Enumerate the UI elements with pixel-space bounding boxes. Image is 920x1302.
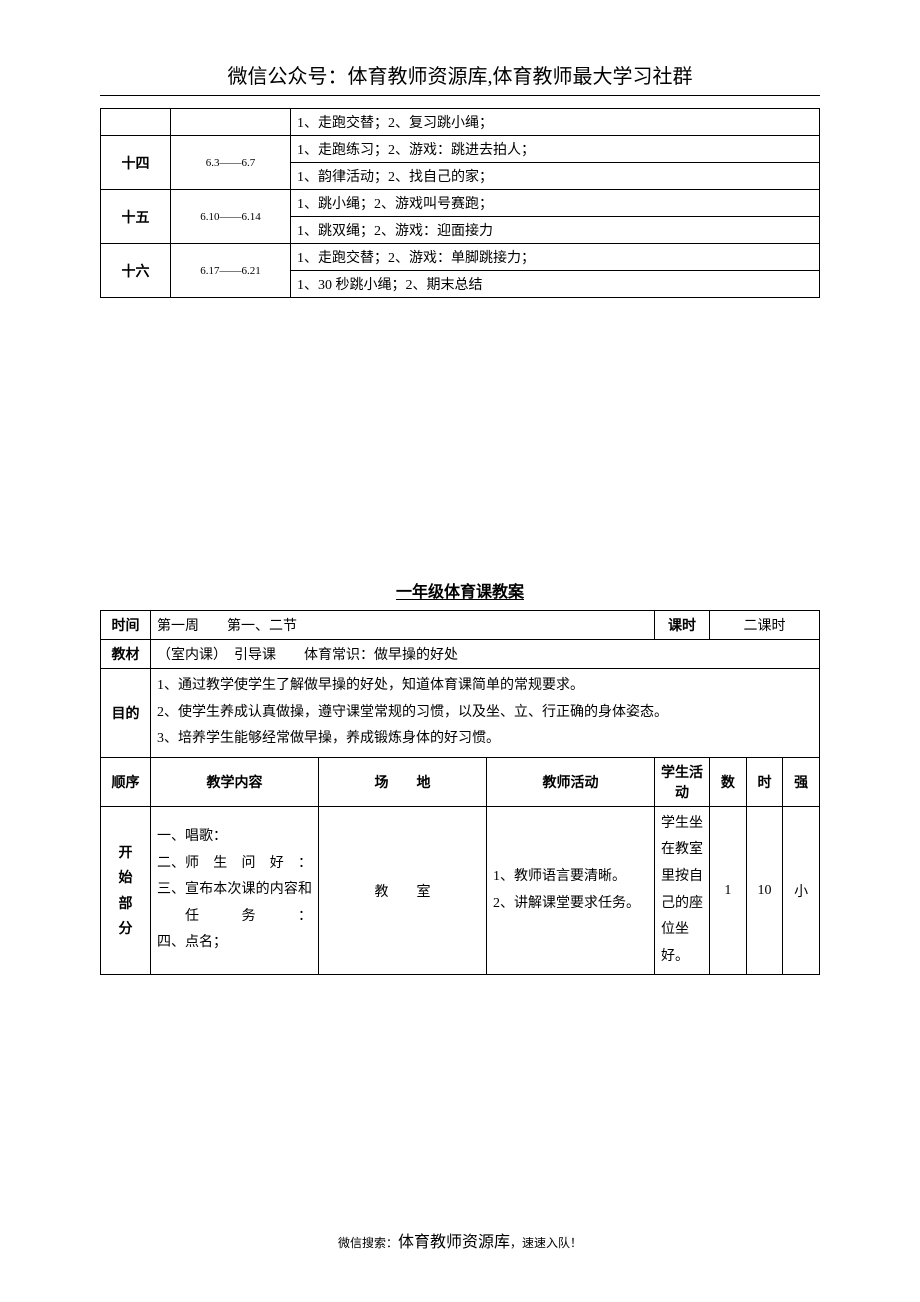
footer-name: 体育教师资源库 bbox=[398, 1234, 510, 1251]
content-cell: 1、跳双绳；2、游戏：迎面接力 bbox=[291, 217, 820, 244]
student-header: 学生活动 bbox=[655, 757, 710, 806]
content-cell: 1、跳小绳；2、游戏叫号赛跑； bbox=[291, 190, 820, 217]
shi-cell: 10 bbox=[746, 806, 783, 975]
schedule-row: 十六 6.17——6.21 1、走跑交替；2、游戏：单脚跳接力； bbox=[101, 244, 820, 271]
lesson-material-row: 教材 （室内课） 引导课 体育常识：做早操的好处 bbox=[101, 640, 820, 669]
content-cell: 1、走跑练习；2、游戏：跳进去拍人； bbox=[291, 136, 820, 163]
lesson-section-title: 一年级体育课教案 bbox=[100, 578, 820, 602]
order-header: 顺序 bbox=[101, 757, 151, 806]
page-header-title: 微信公众号：体育教师资源库,体育教师最大学习社群 bbox=[100, 60, 820, 96]
content-cell: 1、走跑交替；2、游戏：单脚跳接力； bbox=[291, 244, 820, 271]
keshi-label: 课时 bbox=[655, 611, 710, 640]
shu-header: 数 bbox=[710, 757, 747, 806]
footer-suffix: ，速速入队！ bbox=[510, 1236, 582, 1250]
qiang-header: 强 bbox=[783, 757, 820, 806]
place-cell: 教 室 bbox=[319, 806, 487, 975]
time-value: 第一周 第一、二节 bbox=[151, 611, 655, 640]
teacher-activity-cell: 1、教师语言要清晰。 2、讲解课堂要求任务。 bbox=[487, 806, 655, 975]
date-cell: 6.10——6.14 bbox=[171, 190, 291, 244]
week-cell: 十五 bbox=[101, 190, 171, 244]
lesson-header-row: 顺序 教学内容 场 地 教师活动 学生活动 数 时 强 bbox=[101, 757, 820, 806]
keshi-value: 二课时 bbox=[710, 611, 820, 640]
purpose-label: 目的 bbox=[101, 669, 151, 758]
content-cell: 1、韵律活动；2、找自己的家； bbox=[291, 163, 820, 190]
date-cell: 6.3——6.7 bbox=[171, 136, 291, 190]
content-header: 教学内容 bbox=[151, 757, 319, 806]
content-cell: 1、走跑交替；2、复习跳小绳； bbox=[291, 109, 820, 136]
lesson-time-row: 时间 第一周 第一、二节 课时 二课时 bbox=[101, 611, 820, 640]
schedule-row: 十四 6.3——6.7 1、走跑练习；2、游戏：跳进去拍人； bbox=[101, 136, 820, 163]
content-line-1: 一、唱歌： bbox=[157, 824, 312, 851]
qiang-cell: 小 bbox=[783, 806, 820, 975]
purpose-line-2: 2、使学生养成认真做操，遵守课堂常规的习惯，以及坐、立、行正确的身体姿态。 bbox=[157, 700, 813, 727]
week-cell bbox=[101, 109, 171, 136]
teacher-line-1: 1、教师语言要清晰。 bbox=[493, 864, 648, 891]
lesson-plan-table: 时间 第一周 第一、二节 课时 二课时 教材 （室内课） 引导课 体育常识：做早… bbox=[100, 610, 820, 975]
schedule-row: 十五 6.10——6.14 1、跳小绳；2、游戏叫号赛跑； bbox=[101, 190, 820, 217]
schedule-row: 1、走跑交替；2、复习跳小绳； bbox=[101, 109, 820, 136]
place-header: 场 地 bbox=[319, 757, 487, 806]
purpose-value: 1、通过教学使学生了解做早操的好处，知道体育课简单的常规要求。 2、使学生养成认… bbox=[151, 669, 820, 758]
date-cell bbox=[171, 109, 291, 136]
content-cell: 1、30 秒跳小绳；2、期末总结 bbox=[291, 271, 820, 298]
material-value: （室内课） 引导课 体育常识：做早操的好处 bbox=[151, 640, 820, 669]
date-cell: 6.17——6.21 bbox=[171, 244, 291, 298]
shu-cell: 1 bbox=[710, 806, 747, 975]
time-label: 时间 bbox=[101, 611, 151, 640]
teacher-header: 教师活动 bbox=[487, 757, 655, 806]
purpose-line-3: 3、培养学生能够经常做早操，养成锻炼身体的好习惯。 bbox=[157, 726, 813, 753]
lesson-purpose-row: 目的 1、通过教学使学生了解做早操的好处，知道体育课简单的常规要求。 2、使学生… bbox=[101, 669, 820, 758]
content-line-4: 四、点名； bbox=[157, 930, 312, 957]
material-label: 教材 bbox=[101, 640, 151, 669]
footer-prefix: 微信搜索： bbox=[338, 1236, 398, 1250]
order-cell: 开始部分 bbox=[101, 806, 151, 975]
week-cell: 十六 bbox=[101, 244, 171, 298]
purpose-line-1: 1、通过教学使学生了解做早操的好处，知道体育课简单的常规要求。 bbox=[157, 673, 813, 700]
page-footer: 微信搜索：体育教师资源库，速速入队！ bbox=[0, 1228, 920, 1252]
teacher-line-2: 2、讲解课堂要求任务。 bbox=[493, 891, 648, 918]
week-cell: 十四 bbox=[101, 136, 171, 190]
student-activity-cell: 学生坐在教室里按自己的座位坐好。 bbox=[655, 806, 710, 975]
schedule-table: 1、走跑交替；2、复习跳小绳； 十四 6.3——6.7 1、走跑练习；2、游戏：… bbox=[100, 108, 820, 298]
lesson-content-row: 开始部分 一、唱歌： 二、 师生问好： 三、 宣布本次课的内容和任务： 四、点名… bbox=[101, 806, 820, 975]
shi-header: 时 bbox=[746, 757, 783, 806]
teaching-content-cell: 一、唱歌： 二、 师生问好： 三、 宣布本次课的内容和任务： 四、点名； bbox=[151, 806, 319, 975]
